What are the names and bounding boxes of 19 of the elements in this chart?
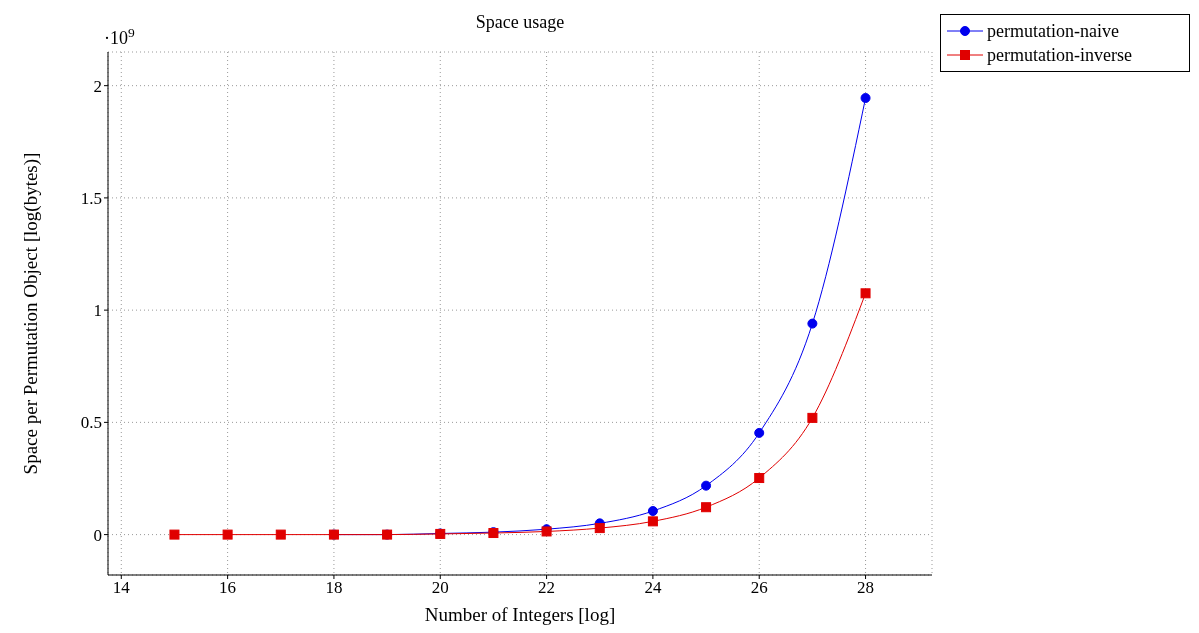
x-axis-title: Number of Integers [log] xyxy=(424,604,616,625)
y-tick-label: 0.5 xyxy=(80,413,102,433)
legend-label: permutation-naive xyxy=(986,19,1120,43)
legend-label: permutation-inverse xyxy=(986,43,1133,67)
x-tick-label: 28 xyxy=(857,578,875,598)
y-tick-label: 2 xyxy=(93,76,102,96)
x-tick-label: 26 xyxy=(750,578,768,598)
y-tick-label: 1.5 xyxy=(80,188,102,208)
x-tick-label: 22 xyxy=(538,578,556,598)
chart-title: Space usage xyxy=(475,12,565,32)
y-tick-label: 0 xyxy=(93,525,102,545)
x-tick-label: 14 xyxy=(112,578,131,598)
x-tick-label: 16 xyxy=(219,578,237,598)
y-tick-label: 1 xyxy=(93,301,102,321)
x-tick-label: 24 xyxy=(644,578,662,598)
text: ·10$^{9}$ xyxy=(104,24,135,48)
x-tick-label: 20 xyxy=(431,578,449,598)
y-axis-title: Space per Permutation Object [log(bytes)] xyxy=(19,152,42,475)
x-tick-label: 18 xyxy=(325,578,343,598)
